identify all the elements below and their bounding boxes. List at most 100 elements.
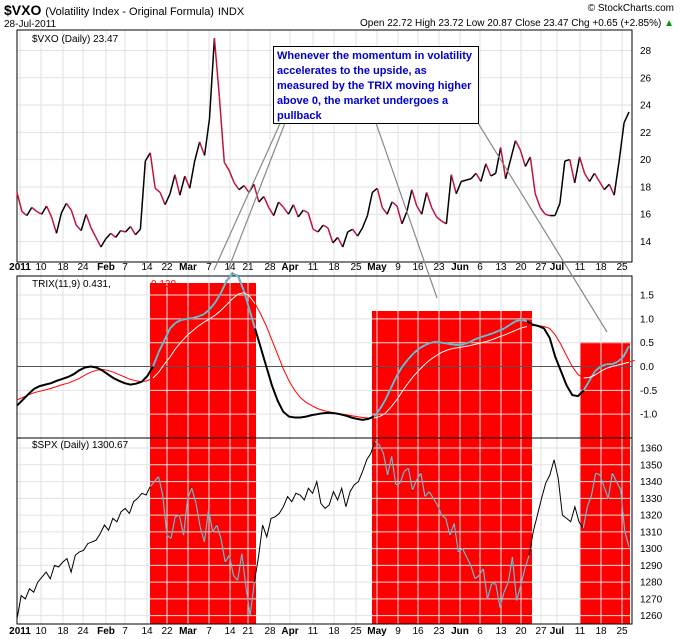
x-tick-label: 6 (477, 626, 483, 637)
vxo-segment (593, 172, 601, 182)
vxo-segment (302, 209, 309, 214)
x-tick-label: 11 (575, 626, 586, 637)
signal-highlight-segment (589, 374, 596, 378)
vxo-segment (598, 181, 605, 191)
trix-panel-title: TRIX(11,9) 0.431, (32, 279, 111, 290)
signal-highlight-segment (407, 375, 415, 384)
vxo-segment (342, 231, 349, 248)
vxo-segment (460, 179, 467, 183)
vxo-segment (258, 195, 265, 203)
shaded-regions (150, 283, 630, 624)
series-lines (16, 38, 635, 620)
spx-highlight-segment (524, 555, 530, 569)
spx-highlight-segment (586, 494, 593, 507)
vxo-segment (149, 152, 156, 189)
x-tick-label: 25 (350, 626, 362, 637)
pointer-line (375, 122, 438, 299)
trix-highlight-segment (208, 301, 217, 310)
signal-highlight-segment (248, 295, 256, 304)
signal-highlight-segment (509, 329, 516, 334)
vxo-segment (198, 141, 206, 156)
vxo-segment (164, 193, 171, 205)
symbol-description: (Volatility Index - Original Formula) (45, 6, 214, 18)
signal-highlight-segment (413, 369, 420, 377)
annotation-pointers (213, 116, 608, 333)
trix-highlight-segment (203, 308, 211, 315)
vxo-segment (529, 156, 536, 194)
panel-frame-3 (16, 437, 633, 625)
vxo-segment (95, 237, 102, 248)
spx-highlight-segment (607, 473, 613, 499)
ohlc-readout: Open 22.72 High 23.72 Low 20.87 Close 23… (360, 18, 674, 29)
signal-highlight-segment (209, 314, 216, 320)
vxo-segment (401, 211, 408, 225)
signal-highlight-segment (232, 293, 239, 300)
spx-highlight-segment (461, 548, 468, 558)
y-tick-label: 0.5 (640, 338, 654, 349)
y-tick-label: 1350 (640, 460, 663, 471)
signal-highlight-segment (594, 370, 601, 376)
vxo-segment (233, 182, 240, 191)
signal-highlight-segment (169, 348, 177, 358)
signal-highlight-segment (447, 347, 454, 351)
signal-highlight-segment (521, 326, 528, 329)
vxo-segment (480, 163, 487, 182)
spx-highlight-segment (403, 467, 409, 472)
spx-highlight-segment (224, 554, 230, 563)
y-tick-label: 1330 (640, 494, 663, 505)
x-tick-label: 16 (412, 262, 424, 273)
x-tick-label: 9 (395, 626, 401, 637)
signal-highlight-segment (418, 363, 426, 371)
signal-line (16, 292, 635, 419)
x-tick-label: 14 (224, 626, 236, 637)
x-tick-label: May (367, 262, 387, 273)
trix-highlight-segment (384, 387, 392, 401)
spx-highlight-segment (611, 472, 618, 482)
spx-highlight-segment (166, 534, 172, 540)
spx-highlight-segment (470, 565, 476, 579)
trix-highlight-segment (447, 342, 454, 346)
x-tick-label: Jun (451, 262, 469, 273)
vxo-segment (223, 161, 230, 171)
x-tick-label: 14 (141, 626, 153, 637)
signal-highlight-segment (623, 361, 630, 365)
spx-highlight-segment (241, 553, 247, 588)
vxo-segment (31, 206, 38, 213)
signal-highlight-segment (243, 292, 250, 297)
vxo-segment (312, 228, 319, 233)
trix-highlight-segment (487, 332, 494, 337)
vxo-segment (564, 158, 570, 162)
y-tick-label: 20 (640, 155, 652, 166)
x-tick-label: 10 (35, 626, 47, 637)
spx-highlight-segment (382, 452, 389, 475)
spx-highlight-segment (516, 585, 522, 601)
spx-highlight-segment (478, 568, 484, 576)
signal-highlight-segment (198, 321, 205, 327)
vxo-segment (85, 213, 92, 229)
spx-highlight-segment (420, 473, 426, 497)
vxo-segment (559, 160, 566, 204)
x-tick-label: 24 (77, 262, 89, 273)
vxo-segment (75, 224, 82, 232)
spx-highlight-segment (603, 486, 609, 499)
vxo-segment (203, 118, 211, 156)
x-tick-label: May (367, 626, 387, 637)
trix-highlight-segment (395, 366, 404, 377)
trix-highlight-segment (197, 313, 205, 318)
ohlc-values: Open 22.72 High 23.72 Low 20.87 Close 23… (359, 18, 662, 29)
spx-highlight-segment (424, 491, 430, 498)
signal-highlight-segment (424, 358, 431, 365)
x-tick-label: 20 (515, 262, 527, 273)
vxo-segment (307, 212, 314, 230)
vxo-segment (430, 207, 438, 218)
trix-highlight-segment (458, 343, 465, 347)
x-tick-label: 18 (595, 626, 607, 637)
signal-highlight-segment (481, 340, 488, 344)
x-tick-label: 18 (328, 626, 340, 637)
vxo-segment (588, 172, 596, 182)
spx-highlight-segment (457, 548, 463, 553)
spx-highlight-segment (162, 494, 168, 536)
vxo-segment (376, 188, 383, 208)
spx-highlight-segment (599, 474, 605, 487)
trix-highlight-segment (622, 345, 630, 358)
